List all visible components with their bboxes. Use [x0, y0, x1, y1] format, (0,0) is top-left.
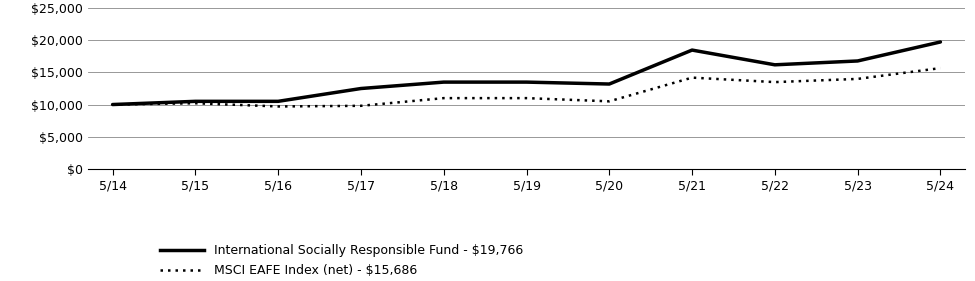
- Legend: International Socially Responsible Fund - $19,766, MSCI EAFE Index (net) - $15,6: International Socially Responsible Fund …: [155, 239, 528, 281]
